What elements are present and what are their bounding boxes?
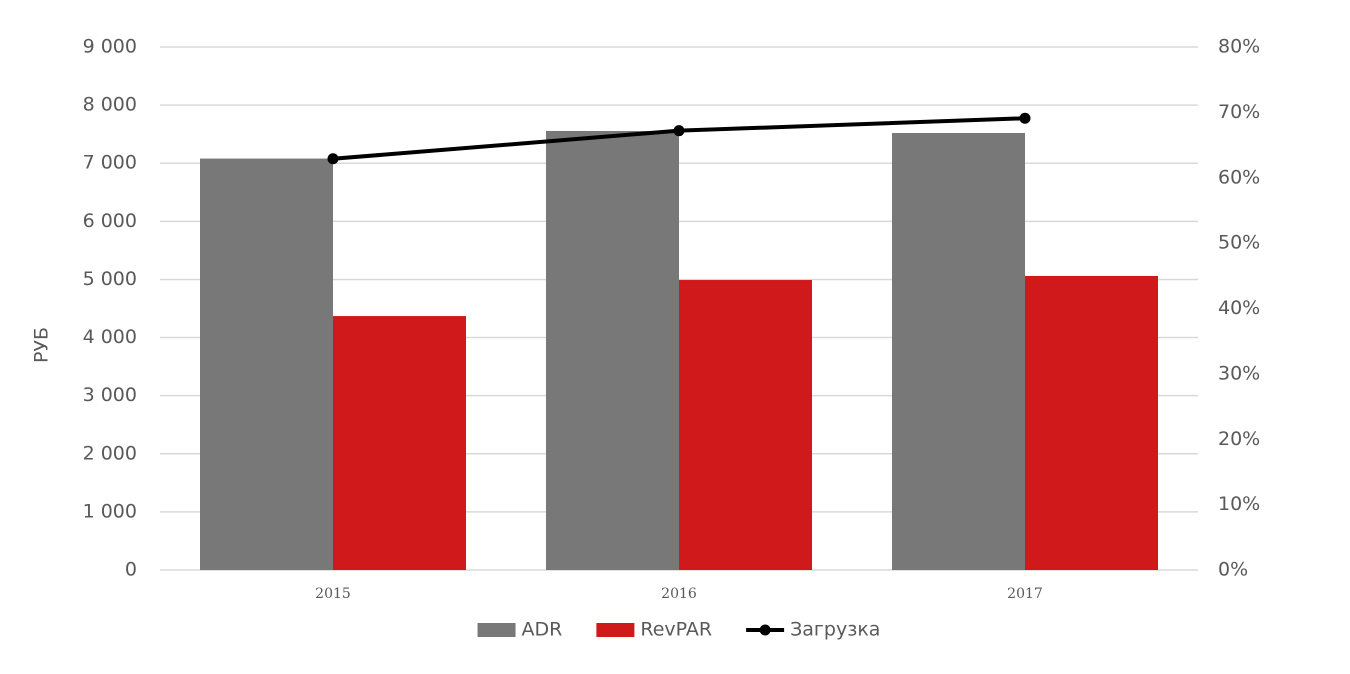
bar (679, 280, 812, 570)
legend-label: RevPAR (640, 619, 712, 641)
y-tick-label: 1 000 (83, 500, 137, 522)
bar (1025, 275, 1158, 570)
y-tick-label: 2 000 (83, 442, 137, 464)
y2-tick-label: 60% (1218, 166, 1260, 188)
y2-tick-label: 20% (1218, 428, 1260, 450)
y2-tick-label: 10% (1218, 493, 1260, 515)
y2-tick-label: 0% (1218, 559, 1248, 581)
bar (892, 133, 1025, 570)
line-marker (327, 153, 339, 165)
x-tick-label: 2016 (661, 586, 697, 602)
line-marker (1019, 112, 1031, 124)
y2-tick-label: 70% (1218, 101, 1260, 123)
y-axis-label: РУБ (31, 327, 53, 363)
x-tick-label: 2015 (315, 586, 351, 602)
legend-swatch (759, 624, 771, 636)
y-tick-label: 7 000 (83, 152, 137, 174)
y-tick-label: 9 000 (83, 36, 137, 58)
y-tick-label: 8 000 (83, 94, 137, 116)
y-tick-label: 3 000 (83, 384, 137, 406)
y-tick-label: 0 (125, 559, 137, 581)
y2-tick-label: 50% (1218, 232, 1260, 254)
y2-tick-label: 80% (1218, 36, 1260, 58)
legend-swatch (477, 623, 516, 637)
x-tick-label: 2017 (1007, 586, 1043, 602)
y-tick-label: 5 000 (83, 268, 137, 290)
legend-label: ADR (522, 619, 563, 641)
legend-label: Загрузка (790, 619, 880, 641)
y2-tick-label: 30% (1218, 362, 1260, 384)
y2-tick-label: 40% (1218, 297, 1260, 319)
bar (546, 130, 679, 570)
line-marker (673, 125, 685, 137)
bar (200, 158, 333, 570)
y-tick-label: 6 000 (83, 210, 137, 232)
bar (333, 316, 466, 570)
legend-swatch (596, 623, 635, 637)
y-tick-label: 4 000 (83, 326, 137, 348)
